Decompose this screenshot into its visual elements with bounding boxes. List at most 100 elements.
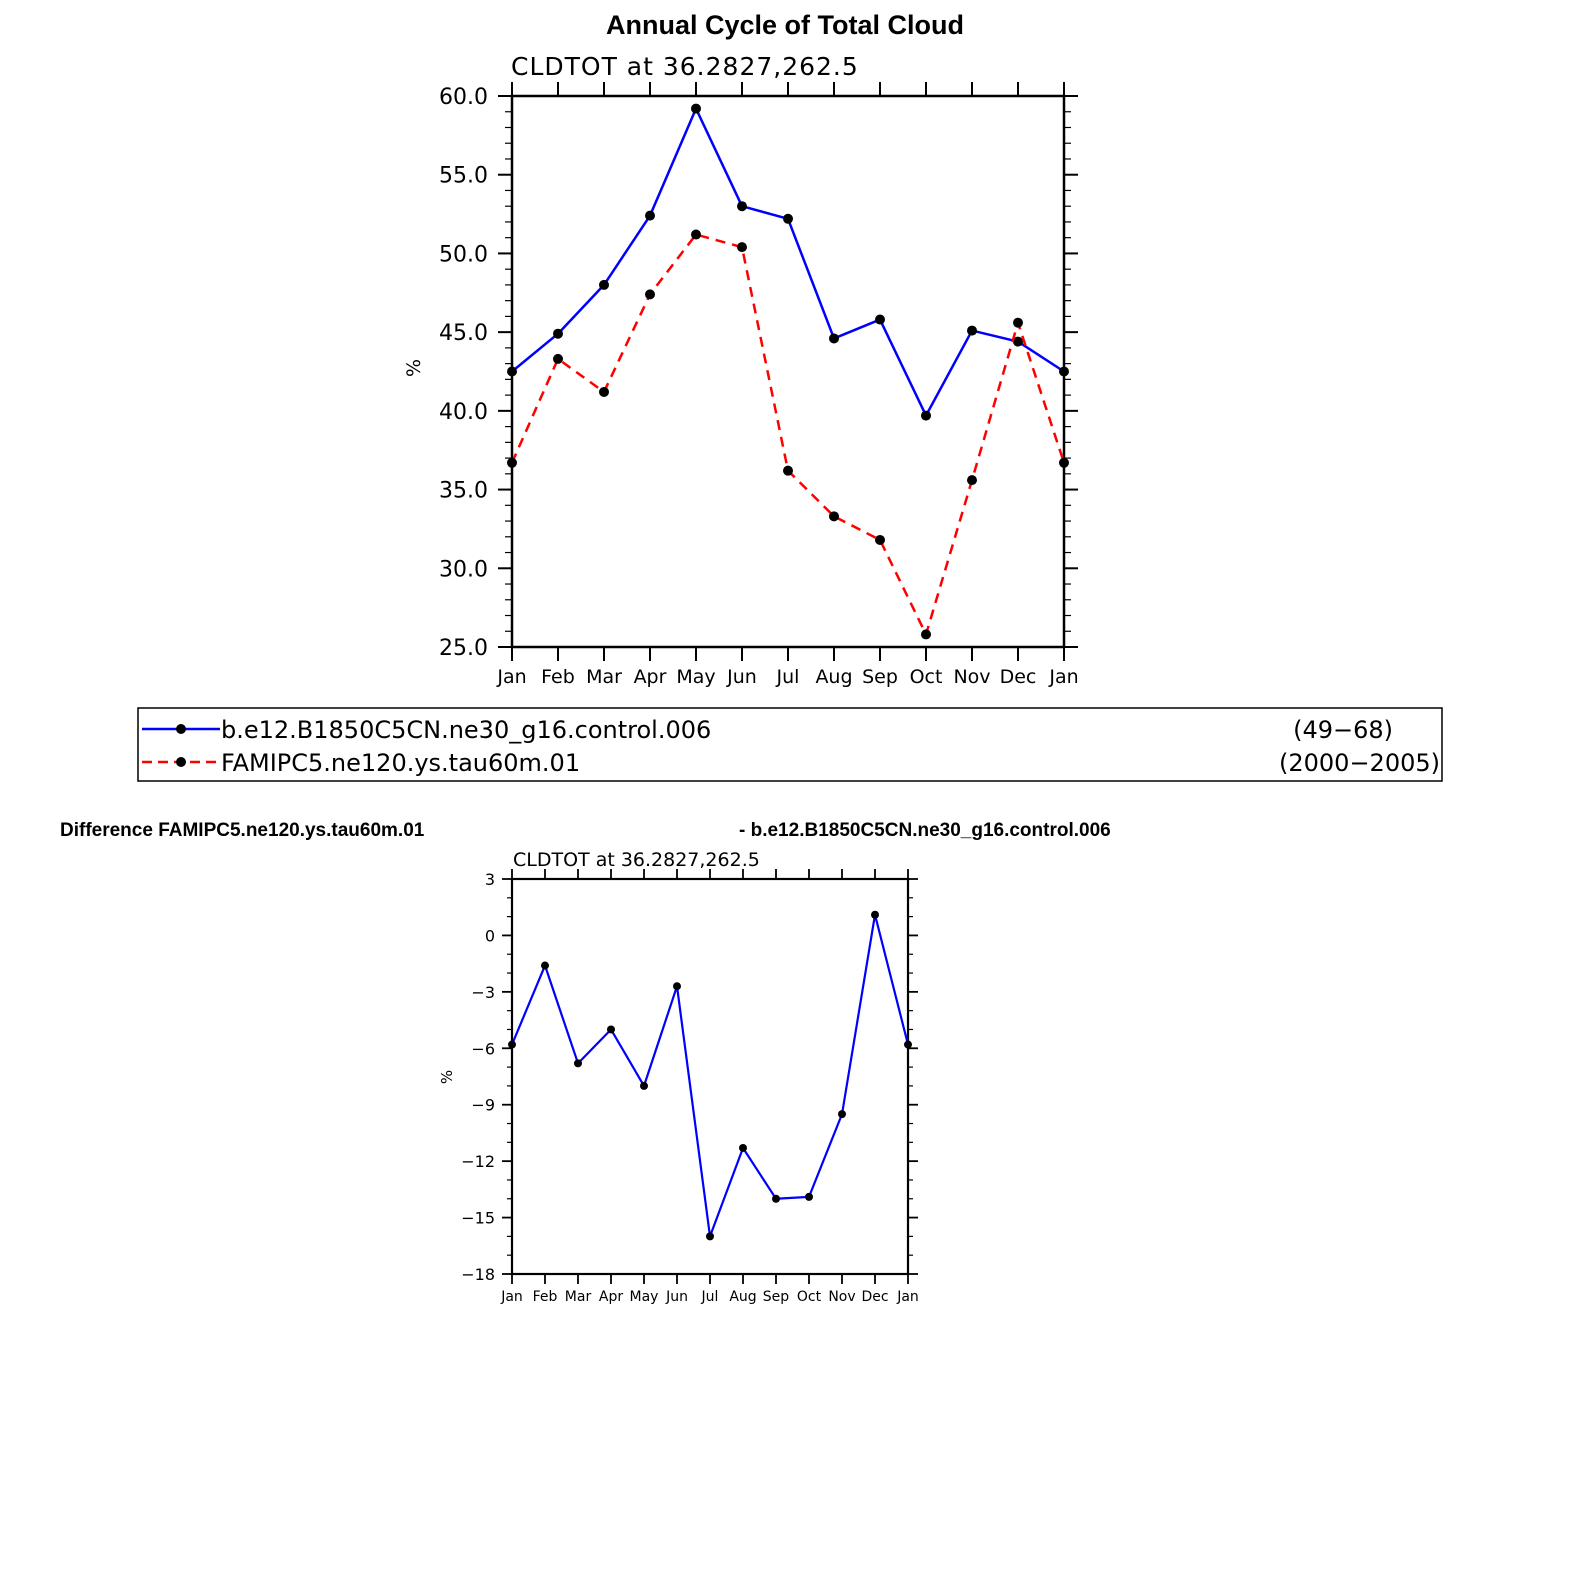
diff-chart-series-0-point: [574, 1059, 582, 1068]
diff-chart-series-0-point: [706, 1232, 714, 1241]
diff-chart-xtick-label: Oct: [797, 1289, 822, 1305]
top-chart-xtick-label: Oct: [910, 666, 943, 688]
diff-chart-series-0-point: [541, 961, 549, 970]
diff-chart-subtitle: CLDTOT at 36.2827,262.5: [513, 849, 760, 871]
top-chart-xtick-label: Sep: [862, 666, 898, 688]
top-chart-ytick-label: 35.0: [439, 479, 488, 504]
diff-chart-ytick-label: −3: [471, 983, 495, 1002]
chart-subtitle: CLDTOT at 36.2827,262.5: [511, 52, 859, 81]
top-chart-series-1-point: [1059, 457, 1069, 468]
diff-chart-series: [508, 910, 912, 1241]
diff-chart-series-0-point: [640, 1081, 648, 1090]
diff-chart-xtick-label: Jul: [701, 1289, 719, 1305]
top-chart-xtick-label: Apr: [634, 666, 667, 688]
diff-chart-series-0-point: [739, 1143, 747, 1152]
top-chart-series-1-point: [967, 475, 977, 486]
diff-chart-ytick-label: 0: [485, 926, 495, 945]
diff-chart-ytick-label: −18: [461, 1265, 495, 1284]
top-chart-series-0-point: [921, 410, 931, 421]
diff-title-right: - b.e12.B1850C5CN.ne30_g16.control.006: [739, 820, 1111, 841]
diff-chart-xtick-label: Feb: [533, 1289, 558, 1305]
diff-chart-xtick-label: Mar: [565, 1289, 592, 1305]
top-chart-ytick-label: 60.0: [439, 85, 488, 110]
top-chart-frame: [510, 94, 1066, 649]
diff-title-left: Difference FAMIPC5.ne120.ys.tau60m.01: [60, 820, 425, 841]
diff-chart-xtick-label: Dec: [861, 1289, 888, 1305]
legend-marker-famip: [176, 757, 186, 767]
top-chart-series-0-point: [737, 201, 747, 212]
legend-label-famip: FAMIPC5.ne120.ys.tau60m.01: [221, 749, 580, 777]
top-chart-series-1-point: [737, 242, 747, 253]
top-chart-series-1-point: [691, 229, 701, 240]
top-chart-xtick-label: Jan: [496, 666, 526, 688]
diff-chart-ytick-label: −6: [471, 1039, 495, 1058]
diff-chart-xtick-label: Nov: [828, 1289, 855, 1305]
diff-chart-series-0-point: [607, 1025, 615, 1034]
top-chart-xtick-label: Jul: [776, 666, 800, 688]
top-chart-series-1-point: [783, 465, 793, 476]
top-chart-series-1-point: [599, 386, 609, 397]
diff-chart-series-0-point: [904, 1040, 912, 1049]
diff-chart-xtick-label: May: [630, 1289, 659, 1305]
top-chart-series-0-point: [783, 213, 793, 224]
top-chart-series-1-point: [875, 534, 885, 545]
top-chart-series-line-0: [511, 107, 1065, 417]
top-chart-series-1-point: [507, 457, 517, 468]
top-chart-xtick-label: Feb: [541, 666, 575, 688]
legend-period-control: (49−68): [1293, 716, 1393, 744]
diff-chart-series-0-point: [673, 982, 681, 991]
top-chart-series-0-point: [967, 325, 977, 336]
top-chart-xtick-label: Jun: [726, 666, 757, 688]
top-chart-series-0-point: [507, 366, 517, 377]
top-chart-ytick-label: 55.0: [439, 164, 488, 189]
diff-chart-xtick-label: Sep: [763, 1289, 790, 1305]
diff-chart-xtick-label: Aug: [729, 1289, 756, 1305]
top-chart-series: [507, 103, 1069, 640]
top-chart-series-1-point: [1013, 317, 1023, 328]
top-chart-ylabel: %: [403, 359, 425, 377]
diff-chart-xtick-label: Jan: [500, 1289, 523, 1305]
top-chart-series-1-point: [553, 353, 563, 364]
diff-chart-xtick-label: Apr: [599, 1289, 623, 1305]
top-chart-ytick-label: 25.0: [439, 636, 488, 661]
top-chart-series-1-point: [829, 511, 839, 522]
top-chart-series-0-point: [645, 210, 655, 221]
top-chart-ytick-label: 40.0: [439, 400, 488, 425]
legend-period-famip: (2000−2005): [1279, 749, 1440, 777]
top-chart-series-1-point: [645, 289, 655, 300]
top-chart-xtick-label: May: [676, 666, 715, 688]
diff-chart-series-0-point: [508, 1040, 516, 1049]
top-chart-ytick-label: 50.0: [439, 242, 488, 267]
top-chart-ytick-label: 30.0: [439, 557, 488, 582]
top-chart-xtick-label: Aug: [815, 666, 852, 688]
top-chart-series-0-point: [553, 328, 563, 339]
top-chart-xtick-label: Jan: [1048, 666, 1078, 688]
top-chart-xtick-label: Dec: [1000, 666, 1037, 688]
top-chart-plot-area: [510, 94, 1066, 649]
top-chart-ytick-label: 45.0: [439, 321, 488, 346]
diff-chart-series-0-point: [805, 1192, 813, 1201]
top-chart-series-0-point: [1013, 336, 1023, 347]
legend-marker-control: [176, 724, 186, 734]
legend-entry-famip: FAMIPC5.ne120.ys.tau60m.01 (2000−2005): [142, 749, 1440, 777]
diff-chart-xtick-label: Jan: [896, 1289, 919, 1305]
top-chart-series-1-point: [921, 629, 931, 640]
legend-box: [137, 707, 1443, 782]
legend-label-control: b.e12.B1850C5CN.ne30_g16.control.006: [221, 716, 711, 744]
legend-entry-control: b.e12.B1850C5CN.ne30_g16.control.006 (49…: [142, 716, 1393, 744]
top-chart-series-0-point: [1059, 366, 1069, 377]
chart-title: Annual Cycle of Total Cloud: [606, 10, 964, 40]
top-chart-xtick-label: Mar: [586, 666, 622, 688]
diff-chart-xtick-label: Jun: [665, 1289, 688, 1305]
diff-chart-series-line-0: [510, 913, 910, 1238]
diff-chart-series-0-point: [871, 910, 879, 919]
diff-chart-ylabel: %: [438, 1070, 456, 1084]
top-chart-series-0-point: [875, 314, 885, 325]
diff-chart-ytick-label: 3: [485, 870, 495, 889]
top-chart-series-0-point: [599, 279, 609, 290]
top-chart-series-0-point: [829, 333, 839, 344]
diff-chart-series-0-point: [838, 1110, 846, 1119]
top-chart-series-0-point: [691, 103, 701, 114]
top-chart-axes: Jan Feb Mar Apr May Jun Jul Aug Sep Oct Nov Dec Jan 2…: [439, 82, 1079, 688]
